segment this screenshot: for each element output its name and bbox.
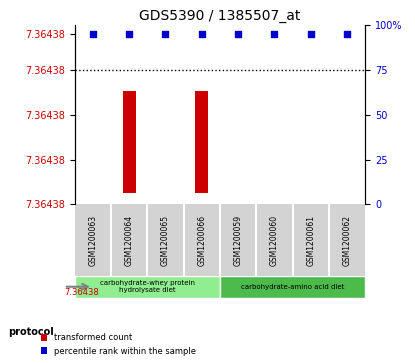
Text: GSM1200061: GSM1200061	[306, 215, 315, 265]
Point	[308, 32, 314, 37]
Text: 7.36438: 7.36438	[64, 289, 98, 297]
Text: GSM1200064: GSM1200064	[124, 215, 134, 266]
Text: carbohydrate-whey protein
hydrolysate diet: carbohydrate-whey protein hydrolysate di…	[100, 280, 195, 293]
Text: GSM1200065: GSM1200065	[161, 215, 170, 266]
Point	[344, 32, 350, 37]
Text: protocol: protocol	[8, 327, 54, 337]
Text: GSM1200060: GSM1200060	[270, 215, 279, 266]
Point	[90, 32, 96, 37]
Text: GSM1200063: GSM1200063	[88, 215, 98, 266]
Bar	[195, 91, 208, 193]
Text: carbohydrate-amino acid diet: carbohydrate-amino acid diet	[241, 284, 344, 290]
Text: GSM1200059: GSM1200059	[234, 215, 243, 266]
Legend: transformed count, percentile rank within the sample: transformed count, percentile rank withi…	[37, 330, 199, 359]
Point	[235, 32, 242, 37]
Point	[271, 32, 278, 37]
Point	[126, 32, 132, 37]
Point	[198, 32, 205, 37]
Point	[162, 32, 169, 37]
FancyBboxPatch shape	[220, 276, 365, 298]
Title: GDS5390 / 1385507_at: GDS5390 / 1385507_at	[139, 9, 300, 23]
Text: GSM1200062: GSM1200062	[342, 215, 352, 265]
Text: GSM1200066: GSM1200066	[197, 215, 206, 266]
Bar	[123, 91, 136, 193]
FancyBboxPatch shape	[75, 276, 220, 298]
